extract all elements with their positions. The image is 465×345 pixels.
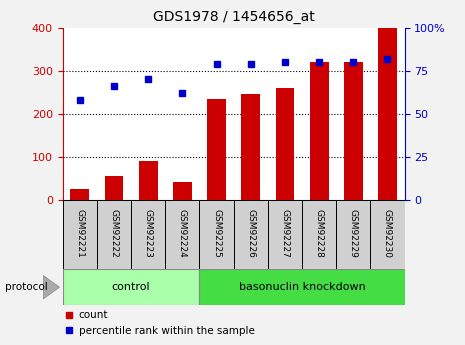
Text: GSM92230: GSM92230: [383, 209, 392, 258]
Bar: [370, 200, 405, 269]
Bar: [302, 200, 336, 269]
Bar: [139, 161, 158, 200]
Bar: [199, 269, 405, 305]
Bar: [97, 200, 131, 269]
Bar: [131, 200, 165, 269]
Bar: [233, 200, 268, 269]
Text: GSM92227: GSM92227: [280, 209, 289, 258]
Bar: [173, 181, 192, 200]
Text: GSM92225: GSM92225: [212, 209, 221, 258]
Legend: count, percentile rank within the sample: count, percentile rank within the sample: [61, 306, 259, 340]
Text: GSM92228: GSM92228: [315, 209, 324, 258]
Text: GSM92224: GSM92224: [178, 209, 187, 258]
Title: GDS1978 / 1454656_at: GDS1978 / 1454656_at: [153, 10, 314, 24]
Text: GSM92229: GSM92229: [349, 209, 358, 258]
Bar: [165, 200, 199, 269]
Text: GSM92222: GSM92222: [110, 209, 119, 258]
Bar: [378, 28, 397, 200]
Bar: [63, 269, 199, 305]
Bar: [71, 189, 89, 200]
Text: basonuclin knockdown: basonuclin knockdown: [239, 282, 365, 292]
Text: protocol: protocol: [5, 282, 47, 292]
Bar: [268, 200, 302, 269]
Bar: [199, 200, 233, 269]
Polygon shape: [43, 275, 60, 299]
Bar: [336, 200, 370, 269]
Bar: [241, 95, 260, 200]
Bar: [344, 62, 363, 200]
Bar: [63, 200, 97, 269]
Bar: [310, 62, 328, 200]
Text: GSM92221: GSM92221: [75, 209, 84, 258]
Text: GSM92226: GSM92226: [246, 209, 255, 258]
Text: GSM92223: GSM92223: [144, 209, 153, 258]
Bar: [105, 176, 123, 200]
Bar: [207, 99, 226, 200]
Text: control: control: [112, 282, 151, 292]
Bar: [276, 88, 294, 200]
